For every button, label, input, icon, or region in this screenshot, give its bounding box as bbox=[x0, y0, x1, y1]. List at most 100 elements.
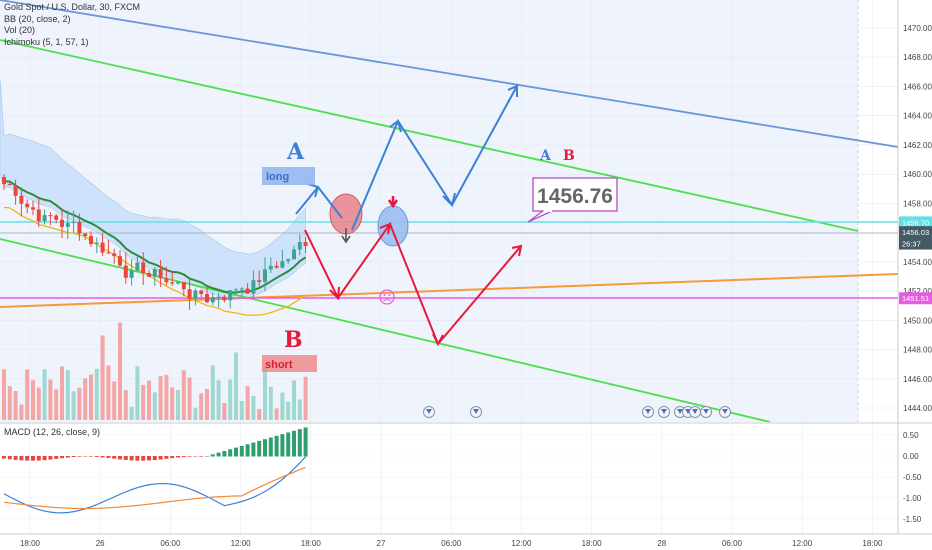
long-label: long bbox=[266, 171, 289, 183]
macd-hist-bar bbox=[83, 456, 88, 457]
blue-channel-line[interactable] bbox=[0, 0, 898, 148]
macd-hist-bar bbox=[263, 439, 267, 457]
price-tick-label: 1454.00 bbox=[903, 258, 932, 267]
volume-bar bbox=[42, 369, 47, 420]
macd-tick-label: -1.00 bbox=[903, 494, 922, 503]
volume-bar bbox=[245, 386, 250, 420]
volume-bar bbox=[286, 401, 291, 420]
time-tick-label: 06:00 bbox=[722, 539, 743, 548]
down-arrow-icon bbox=[387, 196, 399, 209]
legend-bb[interactable]: BB (20, close, 2) bbox=[4, 13, 71, 24]
green-channel-upper[interactable] bbox=[0, 39, 859, 232]
volume-bar bbox=[54, 389, 59, 420]
macd-hist-bar bbox=[164, 456, 169, 459]
flag-icon bbox=[661, 409, 667, 414]
blue-arrow-small[interactable] bbox=[295, 186, 319, 215]
macd-hist-bar bbox=[141, 456, 146, 461]
time-tick-label: 12:00 bbox=[792, 539, 813, 548]
event-markers[interactable] bbox=[423, 406, 731, 418]
candle-body bbox=[83, 233, 88, 236]
volume-bar bbox=[106, 365, 111, 420]
time-axis[interactable]: 18:00 26 06:00 12:00 18:00 27 06:00 12:00 18:00 2… bbox=[20, 539, 883, 548]
short-label-box[interactable] bbox=[262, 355, 317, 372]
price-tag bbox=[899, 216, 932, 229]
ichimoku-cloud bbox=[0, 79, 306, 299]
macd-hist-bar bbox=[199, 456, 204, 457]
volume-bar bbox=[135, 366, 140, 420]
macd-histogram bbox=[2, 427, 308, 461]
macd-axis[interactable]: 0.50 0.00 -0.50 -1.00 -1.50 bbox=[903, 431, 922, 524]
volume-bar bbox=[112, 381, 117, 420]
flag-icon bbox=[426, 409, 432, 414]
candle-body bbox=[286, 259, 291, 262]
macd-hist-bar bbox=[176, 456, 180, 458]
macd-line bbox=[3, 456, 307, 514]
volume-bar bbox=[60, 366, 64, 420]
macd-hist-bar bbox=[280, 434, 285, 457]
volume-bar bbox=[7, 386, 12, 420]
candle-body bbox=[77, 221, 82, 234]
candle-body bbox=[60, 219, 64, 227]
volume-bar bbox=[152, 392, 157, 420]
candle-body bbox=[54, 215, 59, 220]
volume-bar bbox=[187, 377, 192, 420]
macd-tick-label: -0.50 bbox=[903, 473, 922, 482]
volume-bar bbox=[181, 370, 186, 420]
macd-hist-bar bbox=[94, 456, 99, 457]
candle-body bbox=[251, 280, 256, 294]
price-tag-label: 1456.70 bbox=[902, 218, 929, 227]
candle-body bbox=[36, 209, 41, 222]
candle-body bbox=[129, 270, 134, 278]
candle-body bbox=[89, 235, 93, 245]
volume-bar bbox=[65, 370, 70, 420]
price-tick-label: 1444.00 bbox=[903, 404, 932, 413]
macd-hist-bar bbox=[222, 450, 227, 457]
long-label-box[interactable] bbox=[262, 167, 315, 185]
legend-symbol[interactable]: Gold Spot / U.S. Dollar, 30, FXCM bbox=[4, 2, 141, 12]
volume-bar bbox=[251, 395, 256, 420]
short-label: short bbox=[265, 359, 293, 371]
volume-bar bbox=[77, 387, 82, 420]
candle-body bbox=[158, 269, 163, 279]
green-channel-lower[interactable] bbox=[0, 238, 771, 422]
macd-hist-bar bbox=[42, 456, 47, 461]
price-tick-label: 1468.00 bbox=[903, 53, 932, 62]
volume-bar bbox=[19, 404, 24, 420]
macd-hist-bar bbox=[251, 442, 256, 457]
macd-hist-bar bbox=[205, 456, 209, 457]
candle-body bbox=[222, 296, 227, 301]
macd-hist-bar bbox=[19, 456, 24, 461]
candle-body bbox=[112, 253, 117, 257]
macd-hist-bar bbox=[152, 456, 157, 461]
volume-bar bbox=[170, 387, 175, 420]
candle-body bbox=[135, 262, 140, 271]
price-callout[interactable]: 1456.76 bbox=[527, 177, 618, 223]
candle-body bbox=[274, 265, 279, 268]
candle-body bbox=[210, 297, 215, 303]
candle-body bbox=[216, 296, 221, 298]
macd-hist-bar bbox=[31, 456, 35, 461]
macd-legend[interactable]: MACD (12, 26, close, 9) bbox=[4, 427, 101, 437]
legend-ichimoku[interactable]: Ichimoku (5, 1, 57, 1) bbox=[4, 36, 89, 47]
macd-hist-bar bbox=[2, 456, 6, 459]
volume-bar bbox=[147, 380, 151, 420]
volume-bar bbox=[234, 352, 238, 420]
volume-bar bbox=[48, 379, 53, 420]
macd-hist-bar bbox=[181, 456, 186, 457]
candle-body bbox=[268, 265, 273, 270]
orange-trend-line[interactable] bbox=[0, 273, 898, 308]
price-tick-label: 1446.00 bbox=[903, 375, 932, 384]
macd-signal-line bbox=[3, 466, 306, 510]
macd-hist-bar bbox=[245, 444, 250, 457]
legend-vol[interactable]: Vol (20) bbox=[4, 25, 36, 35]
volume-bar bbox=[176, 390, 180, 420]
volume-bar bbox=[118, 322, 122, 420]
blue-zigzag-path[interactable] bbox=[351, 85, 518, 231]
volume-bar bbox=[228, 379, 233, 420]
volume-bar bbox=[25, 369, 30, 420]
macd-hist-bar bbox=[210, 454, 215, 457]
volume-bars bbox=[2, 322, 308, 420]
candle-body bbox=[205, 294, 209, 303]
flag-icon bbox=[722, 409, 728, 414]
